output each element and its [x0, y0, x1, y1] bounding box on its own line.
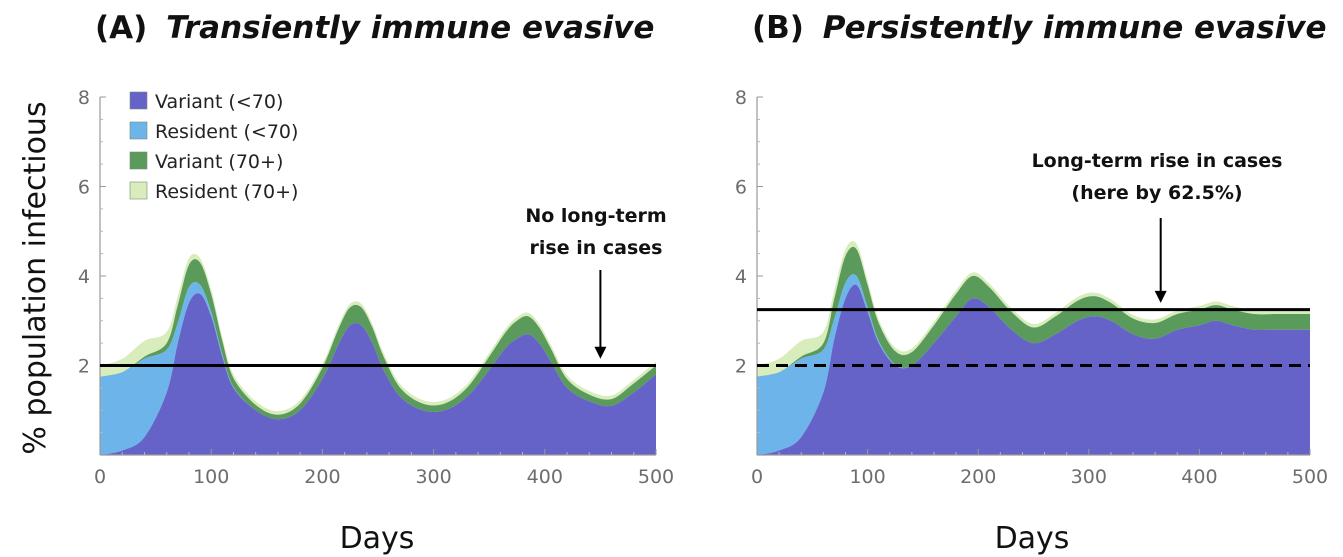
panel-b-label: (B) — [752, 10, 804, 46]
x-tick-label: 300 — [415, 466, 451, 488]
y-tick-label: 2 — [78, 356, 90, 378]
annotation-line: Long-term rise in cases — [1032, 150, 1283, 172]
legend-label: Variant (70+) — [155, 151, 283, 173]
panel-a-title: (A) Transiently immune evasive — [95, 10, 654, 46]
annotation-line: No long-term — [525, 205, 666, 227]
annotation-arrowhead — [1154, 290, 1167, 303]
legend-swatch — [129, 121, 148, 140]
legend: Variant (<70) Resident (<70) Variant (70+)… — [129, 91, 298, 203]
legend-label: Variant (<70) — [155, 91, 283, 113]
area-resident-70 — [100, 253, 656, 415]
x-tick-label: 500 — [1292, 466, 1328, 488]
panel-b-plot: 0 100 200 300 400 500 2 4 6 8 Long-term rise in ca… — [735, 87, 1328, 488]
x-tick-label: 200 — [304, 466, 340, 488]
legend-label: Resident (70+) — [155, 181, 298, 203]
panel-b-title-text: Persistently immune evasive — [823, 10, 1327, 46]
area-variant-70 — [757, 246, 1310, 377]
area-variant-70 — [100, 259, 656, 420]
legend-label: Resident (<70) — [155, 121, 298, 143]
annotation-line: (here by 62.5%) — [1071, 182, 1242, 204]
x-tick-label: 300 — [1071, 466, 1107, 488]
x-tick-label: 400 — [1181, 466, 1217, 488]
area-variant-70 — [757, 284, 1310, 455]
y-tick-label: 4 — [735, 266, 747, 288]
annotation-line: rise in cases — [530, 237, 663, 259]
y-tick-label: 8 — [735, 87, 747, 109]
y-axis-title: % population infectious — [18, 101, 53, 454]
panel-b-title: (B) Persistently immune evasive — [752, 10, 1327, 46]
panel-a-x-axis-title: Days — [340, 521, 415, 556]
y-tick-label: 8 — [78, 87, 90, 109]
x-tick-label: 0 — [751, 466, 763, 488]
x-tick-label: 100 — [849, 466, 885, 488]
panel-b-x-axis-title: Days — [995, 521, 1070, 556]
legend-swatch — [129, 151, 148, 170]
annotation-arrowhead — [594, 346, 607, 359]
legend-swatch — [129, 181, 148, 200]
y-tick-label: 4 — [78, 266, 90, 288]
x-tick-label: 0 — [94, 466, 106, 488]
y-tick-label: 2 — [735, 356, 747, 378]
legend-swatch — [129, 91, 148, 110]
x-tick-label: 100 — [193, 466, 229, 488]
panel-a-plot: 0 100 200 300 400 500 2 4 6 8 No long-term rise in … — [78, 87, 674, 488]
x-tick-label: 400 — [527, 466, 563, 488]
x-tick-label: 500 — [638, 466, 674, 488]
panel-a-label: (A) — [95, 10, 147, 46]
x-tick-label: 200 — [960, 466, 996, 488]
y-tick-label: 6 — [78, 177, 90, 199]
y-tick-label: 6 — [735, 177, 747, 199]
area-variant-70 — [100, 293, 656, 455]
panel-a-title-text: Transiently immune evasive — [166, 10, 654, 46]
